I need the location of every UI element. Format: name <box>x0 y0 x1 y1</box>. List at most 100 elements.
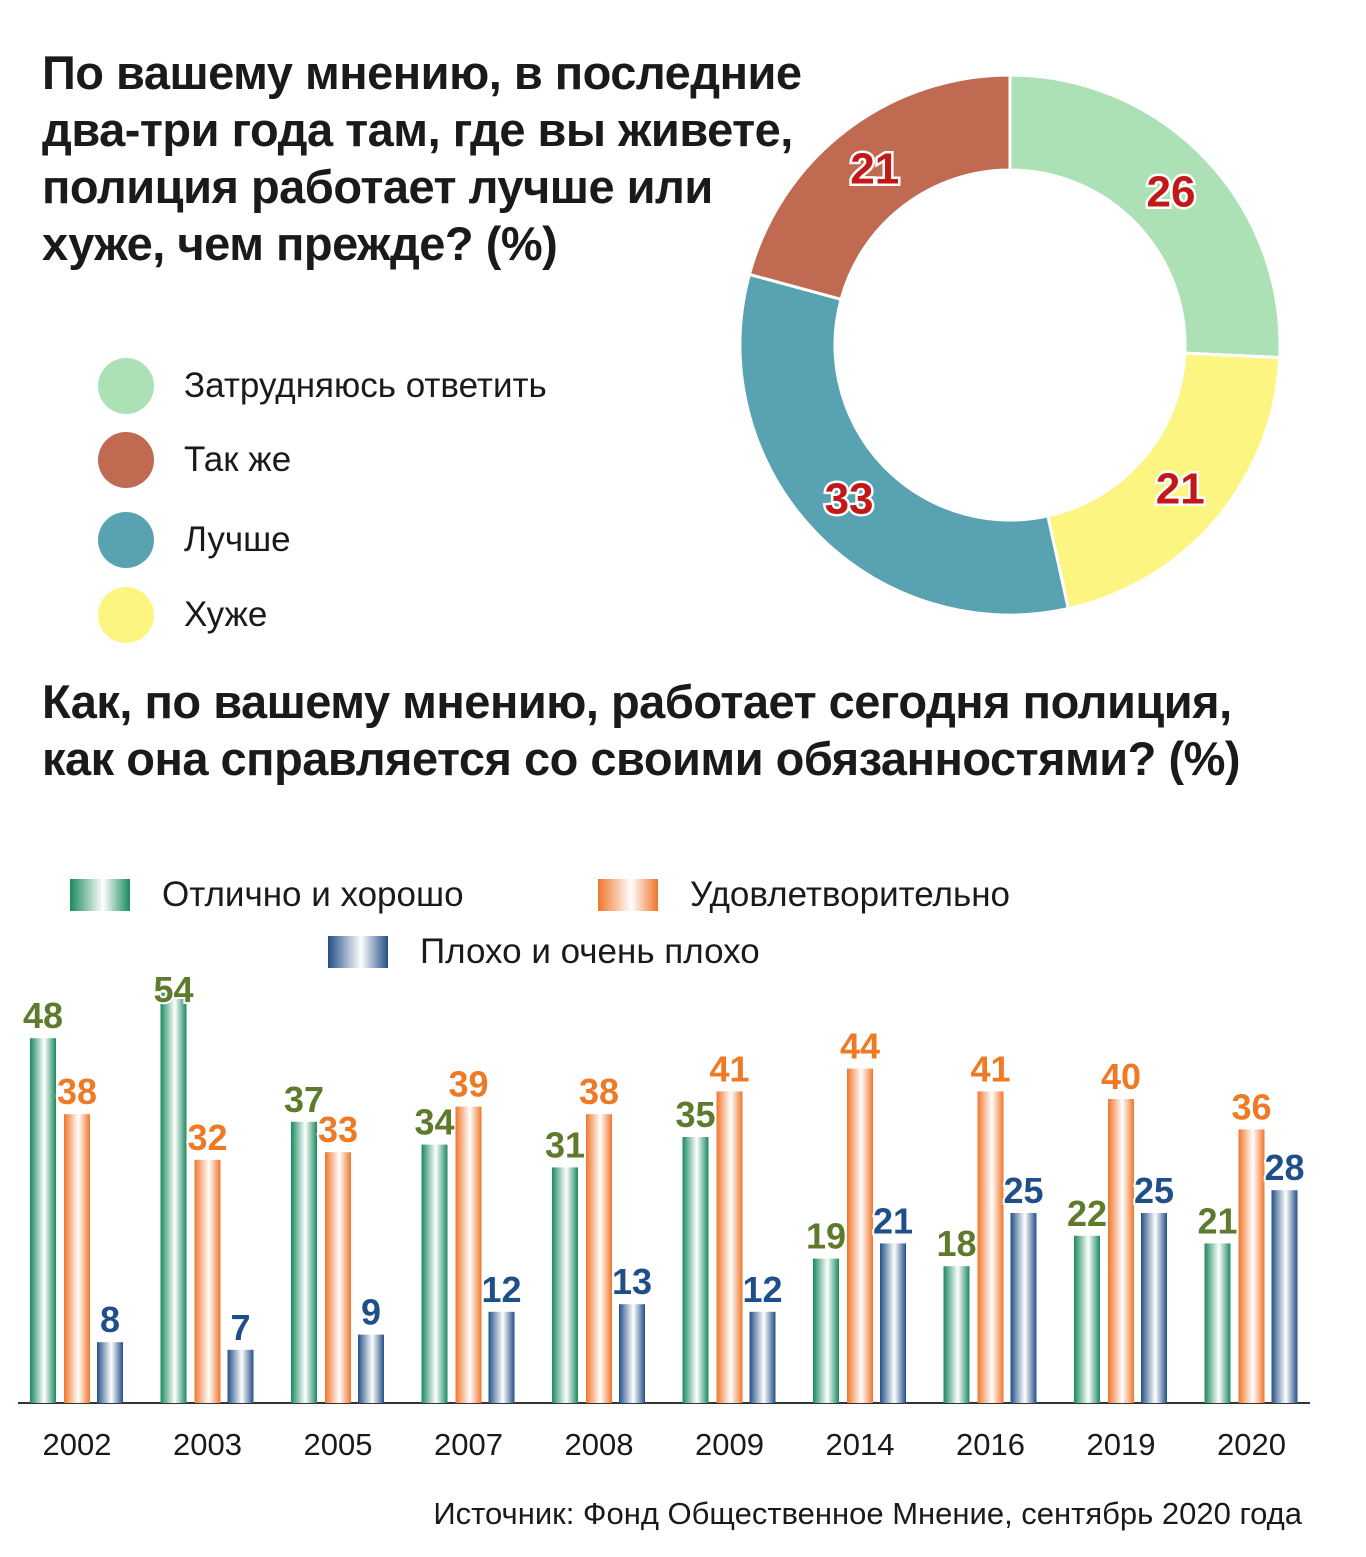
bar-value-label: 32 <box>187 1117 227 1158</box>
pie-legend-item-0: Затрудняюсь ответить <box>98 356 547 416</box>
source-note: Источник: Фонд Общественное Мнение, сент… <box>433 1496 1302 1531</box>
bar <box>291 1121 317 1403</box>
pie-slice <box>738 272 1071 617</box>
bar <box>749 1311 776 1403</box>
bar-legend-item-1: Удовлетворительно <box>598 875 1010 915</box>
bar-legend-label: Отлично и хорошо <box>162 875 464 914</box>
pie-legend-item-2: Лучше <box>98 510 291 570</box>
bar-value-label: 35 <box>675 1094 715 1135</box>
bar <box>64 1114 90 1403</box>
bar-value-label: 37 <box>284 1079 324 1120</box>
donut-chart-title: По вашему мнению, в последние два-три го… <box>42 46 802 270</box>
bar <box>943 1266 970 1403</box>
bar-value-label: 18 <box>936 1223 976 1264</box>
bar-legend-item-2: Плохо и очень плохо <box>328 932 760 972</box>
bar-value-label: 19 <box>806 1216 846 1257</box>
bar-value-label: 21 <box>873 1200 913 1241</box>
bar-value-label: 38 <box>57 1071 97 1112</box>
bar-value-label: 41 <box>709 1048 749 1089</box>
bar-value-label: 25 <box>1003 1170 1043 1211</box>
pie-legend-swatch <box>98 512 154 568</box>
bar-value-label: 48 <box>23 995 63 1036</box>
pie-value-label: 21 <box>850 144 899 193</box>
pie-value-label: 33 <box>825 475 874 524</box>
bar <box>488 1311 515 1403</box>
bar-value-label: 44 <box>840 1026 880 1067</box>
x-tick-label: 2020 <box>1217 1427 1286 1462</box>
bar <box>977 1091 1004 1403</box>
bar-value-label: 28 <box>1264 1147 1304 1188</box>
bar <box>1271 1190 1298 1403</box>
pie-legend-label: Затрудняюсь ответить <box>184 366 547 405</box>
bar-value-label: 22 <box>1067 1193 1107 1234</box>
bar-legend-label: Плохо и очень плохо <box>420 932 760 971</box>
donut-chart: 26 21 33 21 <box>738 73 1282 617</box>
x-tick-label: 2014 <box>826 1427 895 1462</box>
bar-value-label: 36 <box>1231 1086 1271 1127</box>
bar-value-label: 31 <box>545 1124 585 1165</box>
x-tick-label: 2008 <box>565 1427 634 1462</box>
x-tick-label: 2002 <box>43 1427 112 1462</box>
bar-value-label: 38 <box>579 1071 619 1112</box>
bar-value-label: 33 <box>318 1109 358 1150</box>
bar <box>880 1243 906 1403</box>
pie-slice <box>1008 73 1282 360</box>
bar <box>552 1167 578 1403</box>
bar <box>813 1258 839 1403</box>
bar-value-label: 8 <box>100 1299 120 1340</box>
pie-value-label: 21 <box>1156 464 1205 513</box>
bar <box>1141 1213 1167 1403</box>
bar <box>847 1068 873 1403</box>
x-tick-label: 2009 <box>695 1427 764 1462</box>
x-tick-label: 2005 <box>304 1427 373 1462</box>
bar-value-label: 12 <box>481 1269 521 1310</box>
bar-legend-swatch <box>328 936 388 968</box>
pie-slice <box>747 73 1012 302</box>
pie-legend-swatch <box>98 587 154 643</box>
bar <box>1204 1243 1231 1403</box>
bar-legend-swatch <box>598 879 658 911</box>
bar <box>1074 1235 1100 1403</box>
bar <box>160 992 187 1403</box>
bar <box>455 1106 482 1403</box>
bar-value-label: 39 <box>448 1064 488 1105</box>
bar <box>1010 1213 1037 1403</box>
bar <box>30 1038 56 1403</box>
bar-value-label: 41 <box>970 1048 1010 1089</box>
bar-value-label: 54 <box>153 969 193 1010</box>
pie-slice <box>1046 351 1282 611</box>
bar <box>194 1159 221 1403</box>
x-tick-label: 2016 <box>956 1427 1025 1462</box>
bar <box>1238 1129 1265 1403</box>
pie-legend-label: Так же <box>184 440 292 479</box>
bar-value-label: 25 <box>1134 1170 1174 1211</box>
bar <box>421 1144 448 1403</box>
x-tick-label: 2003 <box>173 1427 242 1462</box>
pie-legend-item-1: Так же <box>98 430 291 490</box>
bar-value-label: 9 <box>361 1292 381 1333</box>
bar-legend-swatch <box>70 879 130 911</box>
bar <box>619 1304 645 1403</box>
bar-legend-label: Удовлетворительно <box>690 875 1011 914</box>
bar-value-label: 13 <box>612 1261 652 1302</box>
bar-value-label: 34 <box>414 1102 454 1143</box>
x-tick-label: 2007 <box>434 1427 503 1462</box>
bar <box>97 1342 123 1403</box>
bar-value-label: 7 <box>230 1307 250 1348</box>
pie-legend-label: Лучше <box>184 520 291 559</box>
bar <box>716 1091 743 1403</box>
bar <box>358 1334 384 1403</box>
bar-chart-title: Как, по вашему мнению, работает сегодня … <box>42 675 1241 785</box>
x-tick-label: 2019 <box>1087 1427 1156 1462</box>
pie-legend-swatch <box>98 432 154 488</box>
bar <box>1108 1099 1134 1403</box>
pie-legend-swatch <box>98 358 154 414</box>
bar <box>586 1114 612 1403</box>
pie-legend-label: Хуже <box>184 595 268 634</box>
bar-value-label: 12 <box>742 1269 782 1310</box>
bar <box>325 1152 351 1403</box>
bar <box>227 1349 254 1403</box>
pie-legend-item-3: Хуже <box>98 585 267 645</box>
pie-value-label: 26 <box>1146 167 1195 216</box>
